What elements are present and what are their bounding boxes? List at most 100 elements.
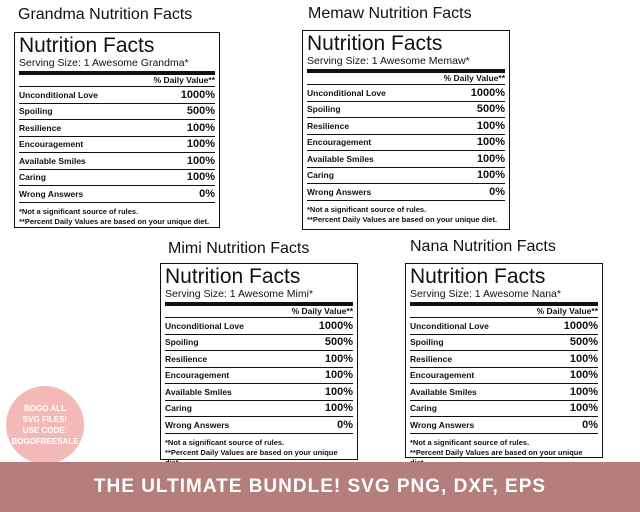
nutrient-name: Encouragement [410, 370, 475, 381]
nutrient-value: 0% [337, 418, 353, 431]
nutrient-value: 100% [186, 138, 215, 151]
bundle-banner: THE ULTIMATE BUNDLE! SVG PNG, DXF, EPS [0, 462, 640, 512]
nutrient-value: 100% [186, 171, 215, 184]
nutrient-value: 1000% [470, 86, 505, 99]
nutrient-value: 100% [476, 169, 505, 182]
label-heading: Grandma Nutrition Facts [18, 6, 193, 23]
nutrient-row: Caring 100% [307, 168, 505, 184]
footnote: **Percent Daily Values are based on your… [307, 214, 498, 224]
nutrient-row: Wrong Answers 0% [307, 184, 505, 201]
nutrient-row: Resilience 100% [165, 351, 353, 368]
serving-size: Serving Size: 1 Awesome Nana* [410, 288, 598, 306]
nutrient-value: 100% [324, 352, 353, 365]
nutrient-name: Resilience [410, 353, 453, 364]
daily-value-header: % Daily Value** [19, 75, 215, 87]
nutrient-name: Available Smiles [19, 155, 86, 166]
nutrient-value: 0% [199, 187, 215, 200]
nutrient-row: Spoiling 500% [307, 102, 505, 118]
nutrient-row: Encouragement 100% [410, 368, 598, 384]
nutrient-name: Spoiling [410, 337, 444, 348]
nutrient-name: Caring [307, 170, 334, 181]
nutrient-row: Wrong Answers 0% [19, 186, 215, 203]
nutrient-row: Available Smiles 100% [19, 153, 215, 170]
label-heading: Mimi Nutrition Facts [168, 240, 310, 257]
nutrient-value: 100% [186, 121, 215, 134]
nutrient-row: Spoiling 500% [410, 335, 598, 351]
nutrient-name: Available Smiles [165, 386, 232, 397]
nutrient-name: Wrong Answers [165, 419, 230, 430]
badge-line: SVG FILES! [22, 415, 68, 424]
nutrient-name: Spoiling [165, 337, 199, 348]
nutrient-row: Unconditional Love 1000% [410, 318, 598, 335]
nutrient-row: Spoiling 500% [165, 335, 353, 351]
nutrient-name: Resilience [19, 122, 62, 133]
badge-line: BOGOFREESALE [11, 437, 79, 446]
nutrient-row: Spoiling 500% [19, 104, 215, 120]
nutrient-row: Unconditional Love 1000% [165, 318, 353, 335]
badge-line: USE CODE: [22, 426, 68, 435]
label-title: Nutrition Facts [410, 265, 546, 288]
nutrient-name: Encouragement [307, 137, 372, 148]
nutrient-row: Available Smiles 100% [307, 151, 505, 168]
nutrient-name: Caring [165, 403, 192, 414]
nutrient-row: Encouragement 100% [165, 368, 353, 384]
nutrient-value: 100% [476, 136, 505, 149]
label-title: Nutrition Facts [19, 34, 155, 57]
nutrient-row: Resilience 100% [19, 120, 215, 137]
nutrition-label: Nutrition Facts Serving Size: 1 Awesome N… [405, 263, 603, 467]
daily-value-header: % Daily Value** [410, 306, 598, 318]
serving-size: Serving Size: 1 Awesome Mimi* [165, 288, 353, 306]
nutrient-name: Wrong Answers [410, 419, 475, 430]
nutrient-row: Caring 100% [19, 170, 215, 186]
nutrient-row: Caring 100% [410, 401, 598, 417]
nutrient-name: Wrong Answers [307, 186, 372, 197]
nutrient-value: 100% [186, 154, 215, 167]
nutrient-value: 100% [324, 385, 353, 398]
nutrient-name: Spoiling [19, 106, 53, 117]
nutrient-row: Unconditional Love 1000% [19, 87, 215, 104]
nutrient-value: 100% [324, 402, 353, 415]
nutrient-name: Encouragement [165, 370, 230, 381]
nutrient-value: 500% [569, 336, 598, 349]
nutrient-value: 0% [582, 418, 598, 431]
label-heading: Memaw Nutrition Facts [308, 5, 472, 22]
label-heading: Nana Nutrition Facts [410, 238, 556, 255]
nutrient-value: 100% [569, 369, 598, 382]
nutrient-value: 1000% [318, 319, 353, 332]
nutrient-value: 500% [324, 336, 353, 349]
footnote: *Not a significant source of rules. [19, 206, 139, 216]
nutrient-name: Resilience [307, 120, 350, 131]
footnote: *Not a significant source of rules. [307, 204, 427, 214]
promo-badge: BOGO ALL SVG FILES! USE CODE: BOGOFREESALE [6, 386, 84, 464]
nutrient-name: Spoiling [307, 104, 341, 115]
nutrient-name: Unconditional Love [410, 320, 489, 331]
nutrient-name: Resilience [165, 353, 208, 364]
nutrient-row: Unconditional Love 1000% [307, 85, 505, 102]
nutrient-row: Wrong Answers 0% [410, 417, 598, 434]
serving-size: Serving Size: 1 Awesome Grandma* [19, 57, 215, 75]
nutrient-row: Encouragement 100% [19, 137, 215, 153]
nutrient-value: 100% [324, 369, 353, 382]
nutrient-name: Caring [19, 172, 46, 183]
label-title: Nutrition Facts [165, 265, 301, 288]
nutrient-name: Unconditional Love [165, 320, 244, 331]
nutrient-row: Caring 100% [165, 401, 353, 417]
badge-line: BOGO ALL [24, 404, 66, 413]
nutrient-row: Available Smiles 100% [165, 384, 353, 401]
nutrient-value: 1000% [180, 88, 215, 101]
nutrient-row: Resilience 100% [410, 351, 598, 368]
nutrient-name: Encouragement [19, 139, 84, 150]
serving-size: Serving Size: 1 Awesome Memaw* [307, 55, 505, 73]
daily-value-header: % Daily Value** [165, 306, 353, 318]
nutrient-row: Resilience 100% [307, 118, 505, 135]
footnotes: *Not a significant source of rules. **Per… [19, 203, 215, 227]
daily-value-header: % Daily Value** [307, 73, 505, 85]
nutrient-row: Wrong Answers 0% [165, 417, 353, 434]
nutrient-value: 100% [569, 352, 598, 365]
nutrient-row: Available Smiles 100% [410, 384, 598, 401]
label-title: Nutrition Facts [307, 32, 443, 55]
nutrition-label: Nutrition Facts Serving Size: 1 Awesome G… [14, 32, 220, 228]
footnote: *Not a significant source of rules. [410, 437, 530, 447]
nutrient-name: Available Smiles [307, 153, 374, 164]
